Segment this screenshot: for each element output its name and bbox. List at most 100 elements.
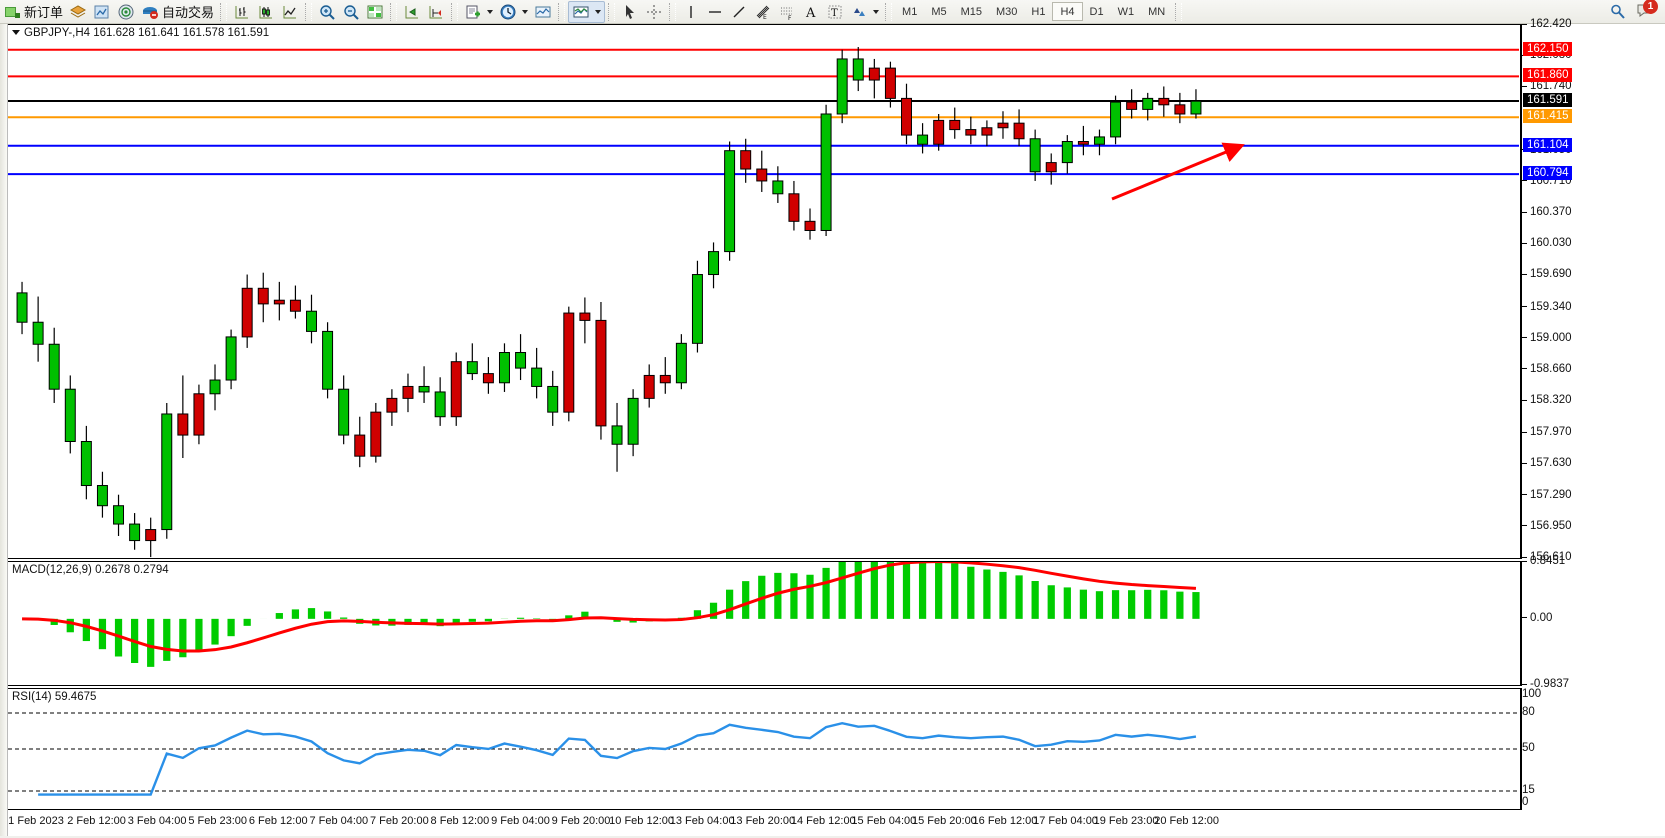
period-separator-icon bbox=[500, 4, 516, 19]
zoom-out-button[interactable] bbox=[339, 1, 363, 23]
candlestick-chart-icon bbox=[259, 5, 273, 18]
add-indicator-icon bbox=[466, 5, 481, 18]
macd-plot bbox=[22, 562, 1200, 667]
macd-axis: 0.8451 0.00 -0.9837 bbox=[1521, 555, 1665, 690]
price-pane[interactable]: GBPJPY-,H4 161.628 161.641 161.578 161.5… bbox=[8, 24, 1521, 559]
main-toolbar: 新订单 bbox=[0, 0, 1665, 24]
timeframe-m30[interactable]: M30 bbox=[996, 5, 1018, 18]
trendline-icon bbox=[733, 6, 745, 17]
fibonacci-button[interactable]: F bbox=[775, 1, 799, 23]
data-window-button[interactable] bbox=[90, 1, 114, 23]
macd-tick: -0.9837 bbox=[1522, 678, 1569, 690]
tile-windows-button[interactable] bbox=[363, 1, 387, 23]
time-tick: 2 Feb 12:00 bbox=[67, 815, 126, 827]
time-tick: 7 Feb 20:00 bbox=[369, 815, 429, 827]
horizontal-line-button[interactable] bbox=[703, 1, 727, 23]
time-axis[interactable]: 1 Feb 2023 2 Feb 12:00 3 Feb 04:00 5 Feb 23… bbox=[8, 812, 1521, 836]
templates-icon bbox=[535, 6, 551, 17]
cursor-button[interactable] bbox=[618, 1, 642, 23]
timeframe-h4[interactable]: H4 bbox=[1052, 2, 1083, 21]
text-label-button[interactable]: A bbox=[799, 1, 823, 23]
autotrading-button[interactable]: 自动交易 bbox=[138, 1, 217, 23]
macd-pane[interactable]: MACD(12,26,9) 0.2678 0.2794 bbox=[8, 561, 1521, 686]
bar-chart-button[interactable] bbox=[230, 1, 254, 23]
candlestick-chart-button[interactable] bbox=[254, 1, 278, 23]
arrows-button[interactable] bbox=[847, 1, 882, 23]
chart-scrollbar[interactable] bbox=[0, 24, 8, 838]
autotrading-label: 自动交易 bbox=[162, 6, 215, 21]
time-tick: 9 Feb 04:00 bbox=[491, 815, 550, 827]
chevron-down-icon[interactable] bbox=[595, 9, 602, 14]
add-indicator-button[interactable] bbox=[461, 1, 496, 23]
chart-template-button[interactable] bbox=[568, 0, 606, 23]
chart-title: GBPJPY-,H4 161.628 161.641 161.578 161.5… bbox=[12, 27, 269, 39]
timeframe-mn[interactable]: MN bbox=[1148, 5, 1166, 18]
crosshair-button[interactable] bbox=[642, 1, 666, 23]
notification-button[interactable]: 1 bbox=[1635, 0, 1658, 22]
timeframe-m1[interactable]: M1 bbox=[902, 5, 918, 18]
templates-button[interactable] bbox=[531, 1, 555, 23]
timeframe-d1[interactable]: D1 bbox=[1089, 5, 1104, 18]
vertical-line-button[interactable] bbox=[679, 1, 703, 23]
last-price-line-161591[interactable]: 161.591 bbox=[1523, 93, 1572, 108]
chart-autoscroll-icon bbox=[429, 5, 443, 18]
bar-chart-icon bbox=[235, 5, 249, 18]
macd-tick: 0.00 bbox=[1522, 612, 1552, 624]
trendline-button[interactable] bbox=[727, 1, 751, 23]
resistance-line-161860[interactable]: 161.860 bbox=[1523, 68, 1572, 83]
zoom-in-button[interactable] bbox=[315, 1, 339, 23]
price-tick: 157.630 bbox=[1522, 457, 1572, 469]
timeframe-m5[interactable]: M5 bbox=[931, 5, 947, 18]
line-chart-button[interactable] bbox=[278, 1, 302, 23]
timeframe-h1[interactable]: H1 bbox=[1031, 5, 1046, 18]
support-line-160794[interactable]: 160.794 bbox=[1523, 166, 1572, 181]
equidistant-channel-button[interactable]: E bbox=[751, 1, 775, 23]
signals-button[interactable] bbox=[114, 1, 138, 23]
chart-autoscroll-button[interactable] bbox=[424, 1, 448, 23]
chart-area: GBPJPY-,H4 161.628 161.641 161.578 161.5… bbox=[0, 18, 1665, 838]
status-strip bbox=[0, 836, 1665, 838]
toolbar-right-group: 1 bbox=[1609, 0, 1665, 22]
chart-menu-caret-icon[interactable] bbox=[12, 30, 20, 36]
price-tick: 161.740 bbox=[1522, 80, 1572, 92]
time-tick: 6 Feb 12:00 bbox=[248, 815, 308, 827]
chevron-down-icon[interactable] bbox=[873, 9, 880, 14]
toolbar-separator bbox=[558, 2, 566, 21]
timeframe-w1[interactable]: W1 bbox=[1117, 5, 1135, 18]
chevron-down-icon[interactable] bbox=[487, 9, 494, 14]
toolbar-separator bbox=[608, 2, 616, 21]
toolbar-separator bbox=[451, 2, 459, 21]
autotrading-icon bbox=[143, 6, 159, 19]
expert-advisors-button[interactable] bbox=[66, 1, 90, 23]
svg-text:E: E bbox=[763, 14, 767, 21]
price-axis[interactable]: 162.420162.080161.740161.050160.710160.3… bbox=[1521, 18, 1665, 563]
rsi-pane[interactable]: RSI(14) 59.4675 bbox=[8, 688, 1521, 810]
resistance-line-162150[interactable]: 162.150 bbox=[1523, 41, 1572, 56]
timeframe-m15[interactable]: M15 bbox=[960, 5, 982, 18]
text-box-button[interactable]: T bbox=[823, 1, 847, 23]
support-line-161104[interactable]: 161.104 bbox=[1523, 137, 1572, 152]
time-tick: 20 Feb 12:00 bbox=[1154, 815, 1220, 827]
price-tick: 156.950 bbox=[1522, 520, 1572, 532]
tile-windows-icon bbox=[367, 5, 383, 18]
time-tick: 15 Feb 20:00 bbox=[911, 815, 977, 827]
pivot-line-161415[interactable]: 161.415 bbox=[1523, 109, 1572, 124]
macd-label: MACD(12,26,9) 0.2678 0.2794 bbox=[12, 564, 169, 576]
line-chart-icon bbox=[283, 5, 297, 18]
bullish-arrow[interactable] bbox=[1111, 142, 1245, 201]
chart-shift-button[interactable] bbox=[400, 1, 424, 23]
svg-text:A: A bbox=[805, 6, 816, 21]
toolbar-separator bbox=[1175, 2, 1183, 21]
new-order-button[interactable]: 新订单 bbox=[0, 1, 66, 23]
svg-text:F: F bbox=[788, 15, 792, 21]
time-tick: 5 Feb 23:00 bbox=[188, 815, 248, 827]
rsi-tick: 0 bbox=[1522, 795, 1529, 808]
rsi-plot bbox=[8, 712, 1519, 796]
price-tick: 158.660 bbox=[1522, 363, 1572, 375]
search-icon[interactable] bbox=[1609, 3, 1627, 21]
chevron-down-icon[interactable] bbox=[522, 9, 529, 14]
time-tick: 7 Feb 04:00 bbox=[309, 815, 369, 827]
price-tick: 159.000 bbox=[1522, 332, 1572, 344]
vertical-line-icon bbox=[690, 5, 692, 18]
period-separator-button[interactable] bbox=[496, 1, 531, 23]
